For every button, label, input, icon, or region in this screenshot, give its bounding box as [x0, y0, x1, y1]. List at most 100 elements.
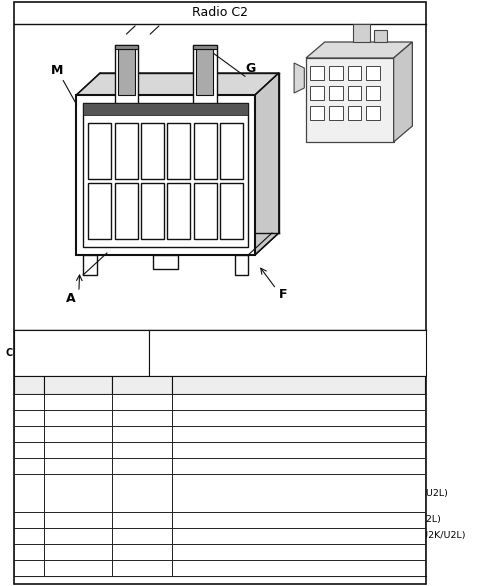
Bar: [14, 474, 44, 512]
Bar: [14, 394, 44, 410]
Polygon shape: [374, 30, 387, 42]
Text: PNK/BLK: PNK/BLK: [57, 563, 99, 573]
Bar: [112, 474, 172, 512]
Text: Vehicle Speed Signal (w/ Y91): Vehicle Speed Signal (w/ Y91): [175, 445, 316, 455]
Bar: [141, 123, 164, 179]
Bar: [366, 66, 380, 80]
Bar: [193, 45, 217, 103]
Bar: [44, 544, 112, 560]
Bar: [172, 560, 425, 576]
Text: DK GRN/WHT: DK GRN/WHT: [45, 445, 110, 455]
Bar: [172, 442, 425, 458]
Bar: [366, 106, 380, 120]
Text: F: F: [279, 288, 287, 302]
Bar: [83, 103, 248, 115]
Text: K: K: [26, 531, 32, 541]
Bar: [310, 66, 324, 80]
Text: BRN/WHT: BRN/WHT: [55, 515, 102, 525]
Polygon shape: [306, 42, 412, 58]
Text: Connector Part Information: Connector Part Information: [6, 348, 157, 358]
Text: Not Used: Not Used: [175, 430, 218, 438]
Bar: [112, 528, 172, 544]
Text: Circuit No.: Circuit No.: [111, 380, 173, 390]
Bar: [44, 528, 112, 544]
Bar: [44, 426, 112, 442]
Bar: [347, 66, 361, 80]
Bar: [112, 458, 172, 474]
Text: 2062: 2062: [129, 563, 154, 573]
Bar: [220, 183, 243, 239]
Text: 2061: 2061: [129, 547, 154, 557]
Bar: [44, 442, 112, 458]
Text: Cellular Telephone Voice Signal: Cellular Telephone Voice Signal: [175, 564, 323, 573]
Text: 367: 367: [133, 515, 151, 525]
Bar: [112, 512, 172, 528]
Text: 372: 372: [132, 531, 151, 541]
Bar: [141, 183, 164, 239]
Text: M: M: [51, 63, 63, 77]
Bar: [88, 183, 111, 239]
Text: G: G: [245, 62, 256, 74]
Polygon shape: [353, 24, 370, 42]
Text: •  12064799: • 12064799: [159, 338, 220, 348]
Text: BARE: BARE: [65, 413, 91, 423]
Bar: [112, 560, 172, 576]
Bar: [44, 458, 112, 474]
Text: Cellular Telephone Voice Low Reference: Cellular Telephone Voice Low Reference: [175, 547, 364, 557]
Text: E: E: [26, 445, 32, 455]
Bar: [14, 442, 44, 458]
Bar: [14, 544, 44, 560]
Bar: [149, 330, 426, 376]
Text: •  12-Way F Micro-Pack 100 Series (BLK): • 12-Way F Micro-Pack 100 Series (BLK): [159, 356, 356, 366]
Bar: [235, 255, 248, 275]
Text: 1573: 1573: [129, 413, 154, 423]
Bar: [14, 426, 44, 442]
Bar: [306, 58, 394, 142]
Bar: [193, 45, 217, 49]
Bar: [172, 376, 425, 394]
Text: L: L: [26, 547, 32, 557]
Text: BLK/WHT: BLK/WHT: [56, 531, 101, 541]
Bar: [115, 45, 139, 49]
Bar: [76, 95, 255, 255]
Text: Function: Function: [273, 380, 324, 390]
Bar: [172, 410, 425, 426]
Bar: [14, 410, 44, 426]
Bar: [194, 183, 217, 239]
Text: 817: 817: [133, 445, 151, 455]
Bar: [14, 376, 44, 394]
Text: M: M: [25, 563, 33, 573]
Bar: [172, 458, 425, 474]
Bar: [310, 106, 324, 120]
Text: D: D: [25, 429, 33, 439]
Text: Remote Playback Device Left Audio Signal (w/ U2K/U2L): Remote Playback Device Left Audio Signal…: [175, 516, 441, 524]
Bar: [172, 394, 425, 410]
Bar: [14, 330, 149, 376]
Bar: [112, 410, 172, 426]
Text: —: —: [137, 461, 147, 471]
Bar: [196, 49, 213, 95]
Bar: [172, 528, 425, 544]
Bar: [194, 123, 217, 179]
Bar: [44, 410, 112, 426]
Text: A: A: [65, 291, 75, 305]
Bar: [44, 394, 112, 410]
Text: Wire Color: Wire Color: [47, 380, 109, 390]
Polygon shape: [294, 63, 305, 93]
Bar: [112, 442, 172, 458]
Text: Pin: Pin: [20, 380, 39, 390]
Text: DK GRN/: DK GRN/: [57, 479, 99, 490]
Text: H: H: [25, 488, 33, 498]
Bar: [83, 255, 97, 275]
Bar: [153, 255, 179, 269]
Text: —: —: [73, 397, 83, 407]
Text: Remote Playback Device Right Audio Signal (w/ U2K/U2L): Remote Playback Device Right Audio Signa…: [175, 489, 448, 498]
Bar: [347, 86, 361, 100]
Bar: [83, 103, 248, 247]
Polygon shape: [255, 73, 279, 255]
Bar: [167, 183, 190, 239]
Bar: [310, 86, 324, 100]
Text: Not Used: Not Used: [175, 462, 218, 471]
Text: C: C: [26, 413, 32, 423]
Bar: [329, 86, 343, 100]
